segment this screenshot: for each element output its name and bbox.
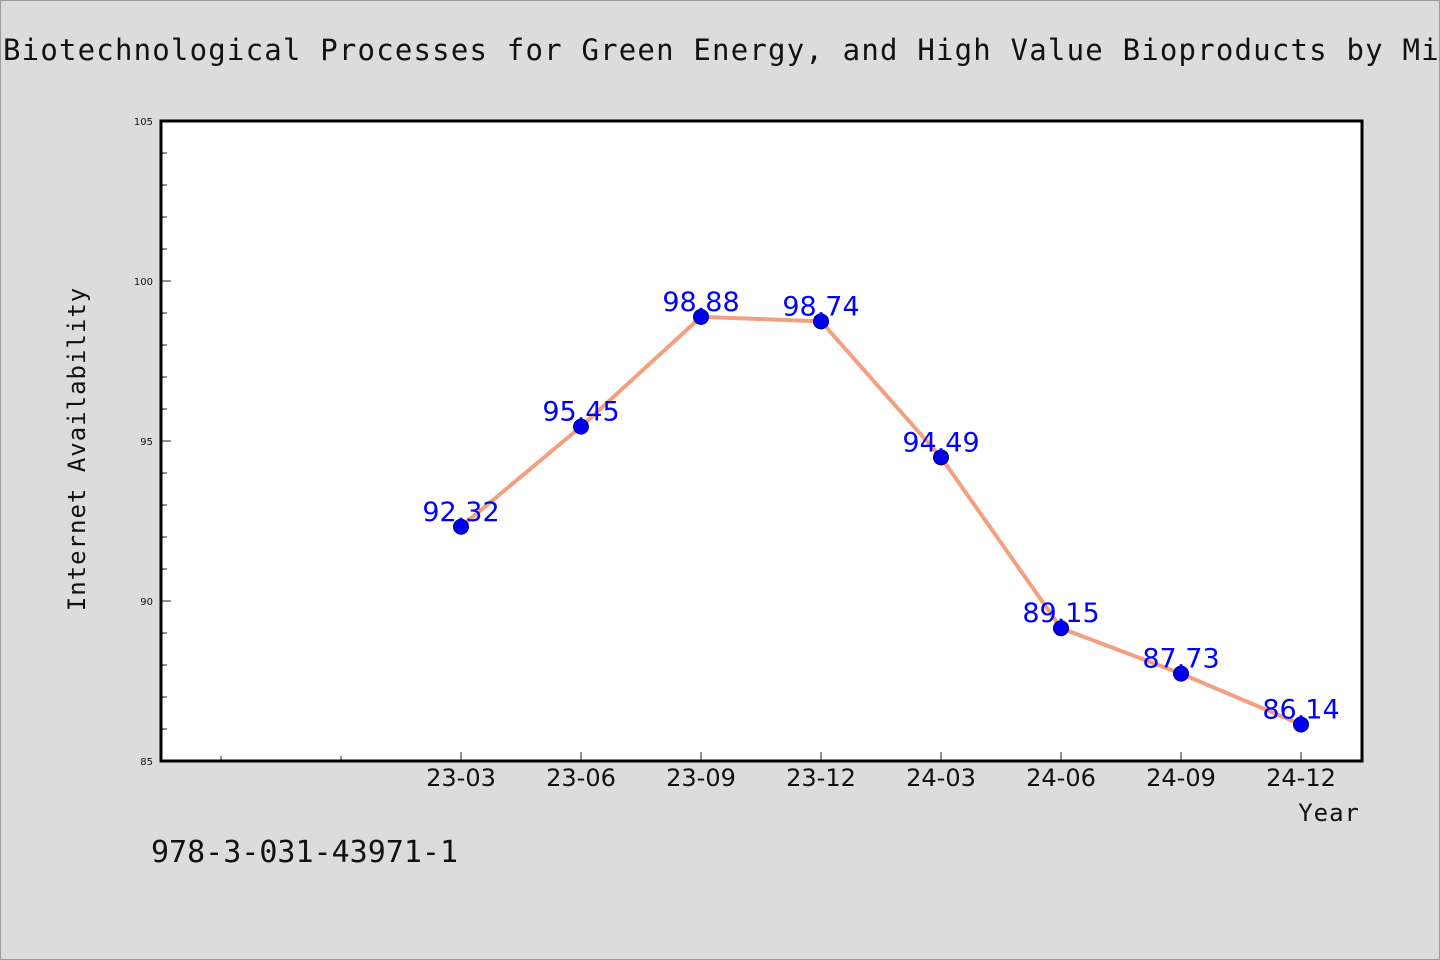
chart-title: Biotechnological Processes for Green Ene… <box>3 33 1440 67</box>
x-tick-label: 24-06 <box>1026 764 1096 792</box>
data-point <box>1293 716 1309 733</box>
data-point <box>453 518 469 535</box>
y-tick-label: 90 <box>140 597 153 608</box>
data-point <box>693 308 709 325</box>
y-tick-label: 85 <box>140 757 153 768</box>
y-tick-label: 105 <box>134 117 153 128</box>
data-point <box>573 418 589 435</box>
data-point <box>1173 665 1189 682</box>
x-tick-label: 24-03 <box>906 764 976 792</box>
isbn-text: 978-3-031-43971-1 <box>151 835 459 870</box>
data-label: 87.73 <box>1142 644 1219 675</box>
data-label: 98.88 <box>662 287 739 318</box>
data-point <box>1053 620 1069 637</box>
data-label: 98.74 <box>782 291 859 322</box>
data-label: 89.15 <box>1022 598 1099 629</box>
data-label: 94.49 <box>902 427 979 458</box>
x-tick-label: 23-03 <box>426 764 496 792</box>
series-line <box>459 314 1302 727</box>
data-label: 95.45 <box>542 397 619 428</box>
y-tick-label: 95 <box>140 437 153 448</box>
data-label: 86.14 <box>1262 695 1339 726</box>
plot-frame <box>159 119 1364 763</box>
data-point <box>933 449 949 466</box>
y-tick-label: 100 <box>134 277 153 288</box>
data-label: 92.32 <box>422 497 499 528</box>
data-point <box>813 313 829 330</box>
x-tick-label: 23-06 <box>546 764 616 792</box>
x-tick-label: 23-12 <box>786 764 856 792</box>
x-tick-label: 23-09 <box>666 764 736 792</box>
plot-area <box>161 121 1362 761</box>
x-axis-label: Year <box>1298 799 1360 827</box>
x-tick-label: 24-09 <box>1146 764 1216 792</box>
y-axis-label: Internet Availability <box>63 287 91 611</box>
x-tick-label: 24-12 <box>1266 764 1336 792</box>
